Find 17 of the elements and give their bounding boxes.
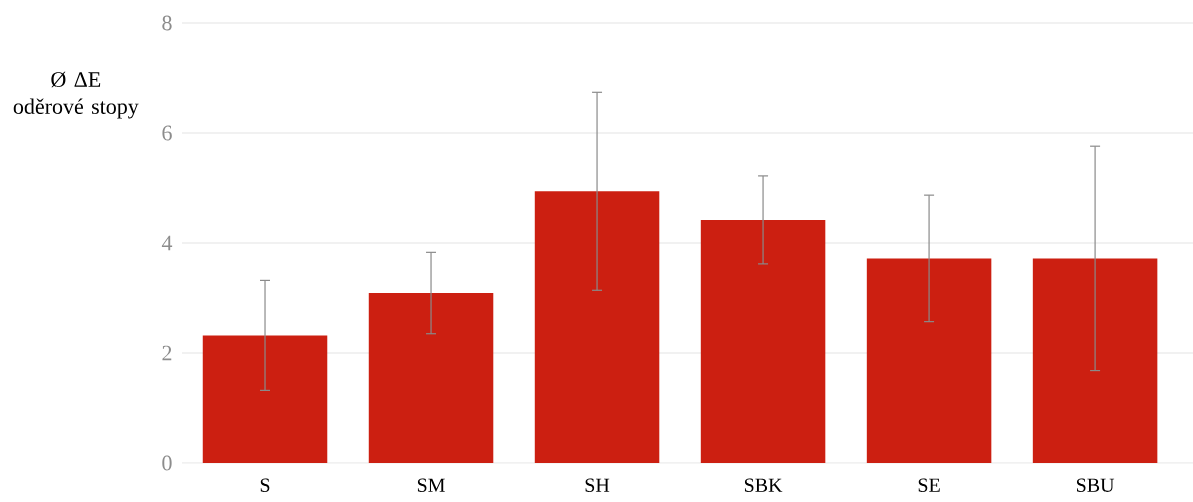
y-tick-label: 0 <box>162 455 172 471</box>
y-tick-label: 6 <box>162 125 172 141</box>
x-tick-label: SE <box>918 478 940 492</box>
y-tick-label: 8 <box>162 15 172 31</box>
y-tick-label: 2 <box>162 345 172 361</box>
bar <box>534 191 660 463</box>
bar <box>866 258 992 463</box>
x-tick-label: SM <box>417 478 445 492</box>
bar <box>368 293 494 463</box>
y-tick-label: 4 <box>161 235 173 251</box>
x-tick-label: SBK <box>744 478 783 492</box>
x-tick-label: SBU <box>1076 478 1115 492</box>
bar <box>700 219 826 463</box>
x-tick-label: SH <box>585 478 610 492</box>
y-axis-title: Ø ΔE oděrové stopy <box>13 71 139 119</box>
bar <box>202 335 328 463</box>
x-tick-label: S <box>260 478 270 492</box>
